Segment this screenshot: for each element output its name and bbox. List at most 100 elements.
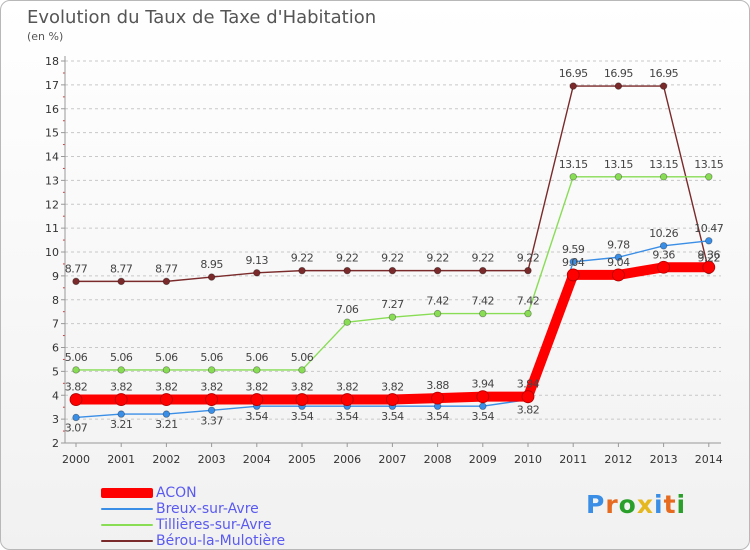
series-point-1 — [72, 413, 80, 422]
data-label-0: 3.94 — [517, 378, 540, 391]
series-point-2 — [207, 366, 216, 374]
y-tick-label: 5 — [52, 365, 59, 378]
data-label-0: 3.82 — [381, 381, 404, 394]
data-label-1: 9.78 — [607, 238, 630, 251]
series-point-3 — [569, 82, 577, 90]
series-point-2 — [162, 366, 171, 374]
data-label-1: 3.54 — [336, 410, 359, 423]
legend-swatch — [101, 488, 153, 498]
data-label-1: 3.54 — [472, 410, 495, 423]
data-label-1: 3.07 — [65, 421, 88, 434]
series-point-0 — [521, 390, 535, 404]
series-point-2 — [343, 318, 351, 326]
x-tick-label: 2005 — [288, 453, 316, 466]
data-label-1: 3.54 — [381, 410, 404, 423]
series-point-2 — [117, 366, 125, 374]
series-point-3 — [343, 266, 351, 275]
series-point-0 — [431, 391, 445, 405]
series-point-2 — [659, 173, 668, 181]
data-label-0: 3.82 — [155, 381, 178, 394]
data-label-2: 5.06 — [110, 351, 133, 364]
data-label-3: 9.22 — [517, 252, 540, 265]
x-tick-label: 2007 — [378, 453, 406, 466]
data-label-3: 16.95 — [604, 67, 633, 80]
data-label-3: 8.77 — [155, 262, 178, 275]
series-point-0 — [340, 393, 354, 406]
data-label-1: 3.82 — [517, 404, 540, 417]
proxiti-logo: Proxiti — [586, 490, 686, 519]
y-tick-label: 14 — [45, 151, 59, 164]
series-point-3 — [479, 266, 487, 275]
data-label-1: 3.54 — [291, 410, 314, 423]
data-label-3: 9.22 — [698, 252, 721, 265]
logo-letter: i — [654, 490, 664, 519]
data-label-3: 9.13 — [246, 254, 269, 267]
legend-label: Breux-sur-Avre — [156, 501, 259, 517]
series-point-3 — [614, 82, 623, 90]
series-point-2 — [388, 313, 397, 321]
data-label-2: 7.42 — [426, 295, 449, 308]
y-tick-label: 12 — [45, 198, 59, 211]
data-label-0: 3.82 — [336, 381, 359, 394]
data-label-2: 5.06 — [291, 351, 314, 364]
series-point-0 — [159, 393, 173, 406]
legend-label: Bérou-la-Mulotière — [156, 533, 286, 549]
logo-letter: o — [618, 490, 637, 519]
x-tick-label: 2009 — [469, 453, 497, 466]
series-point-0 — [476, 390, 490, 404]
series-point-1 — [659, 242, 668, 250]
series-point-1 — [479, 402, 487, 410]
logo-letter: i — [676, 490, 687, 519]
y-tick-label: 4 — [52, 389, 59, 402]
data-label-0: 3.82 — [200, 381, 223, 394]
y-tick-label: 3 — [52, 413, 59, 426]
x-tick-label: 2006 — [333, 453, 361, 466]
data-label-0: 3.94 — [472, 378, 495, 391]
data-label-2: 7.27 — [381, 298, 404, 311]
series-point-0 — [385, 393, 399, 406]
y-tick-label: 8 — [52, 294, 59, 307]
x-tick-label: 2004 — [243, 453, 271, 466]
series-point-0 — [250, 393, 264, 406]
series-point-3 — [298, 266, 306, 275]
legend-swatch — [101, 524, 153, 526]
data-label-2: 5.06 — [246, 351, 269, 364]
series-point-1 — [207, 406, 216, 414]
series-point-2 — [569, 173, 577, 181]
data-label-1: 3.21 — [155, 418, 178, 431]
series-point-0 — [69, 393, 83, 406]
data-label-2: 5.06 — [65, 351, 88, 364]
series-point-0 — [702, 260, 716, 274]
data-label-0: 9.04 — [607, 256, 630, 269]
series-point-2 — [72, 366, 80, 374]
data-label-3: 9.22 — [291, 252, 314, 265]
data-label-3: 9.22 — [472, 252, 495, 265]
series-point-2 — [433, 309, 442, 318]
logo-letter: P — [586, 490, 606, 519]
y-tick-label: 2 — [52, 437, 59, 450]
x-tick-label: 2002 — [152, 453, 180, 466]
data-label-1: 3.54 — [246, 410, 269, 423]
y-tick-label: 16 — [45, 103, 59, 116]
series-point-3 — [659, 82, 668, 90]
data-label-0: 3.82 — [291, 381, 314, 394]
series-point-3 — [524, 266, 532, 275]
y-tick-label: 7 — [52, 318, 59, 331]
y-tick-label: 13 — [45, 174, 59, 187]
logo-letter: x — [636, 490, 654, 519]
data-label-2: 7.42 — [472, 295, 495, 308]
legend-label: ACON — [156, 485, 197, 501]
legend-item-3: Bérou-la-Mulotière — [101, 533, 285, 549]
legend-item-0: ACON — [101, 485, 285, 501]
legend-item-1: Breux-sur-Avre — [101, 501, 285, 517]
data-label-0: 9.36 — [652, 248, 675, 261]
data-label-2: 5.06 — [155, 351, 178, 364]
x-tick-label: 2014 — [695, 453, 723, 466]
legend-swatch — [101, 508, 153, 510]
x-tick-label: 2010 — [514, 453, 542, 466]
series-point-0 — [612, 268, 625, 282]
series-point-3 — [162, 277, 171, 286]
x-tick-label: 2001 — [107, 453, 135, 466]
data-label-2: 13.15 — [649, 158, 678, 171]
